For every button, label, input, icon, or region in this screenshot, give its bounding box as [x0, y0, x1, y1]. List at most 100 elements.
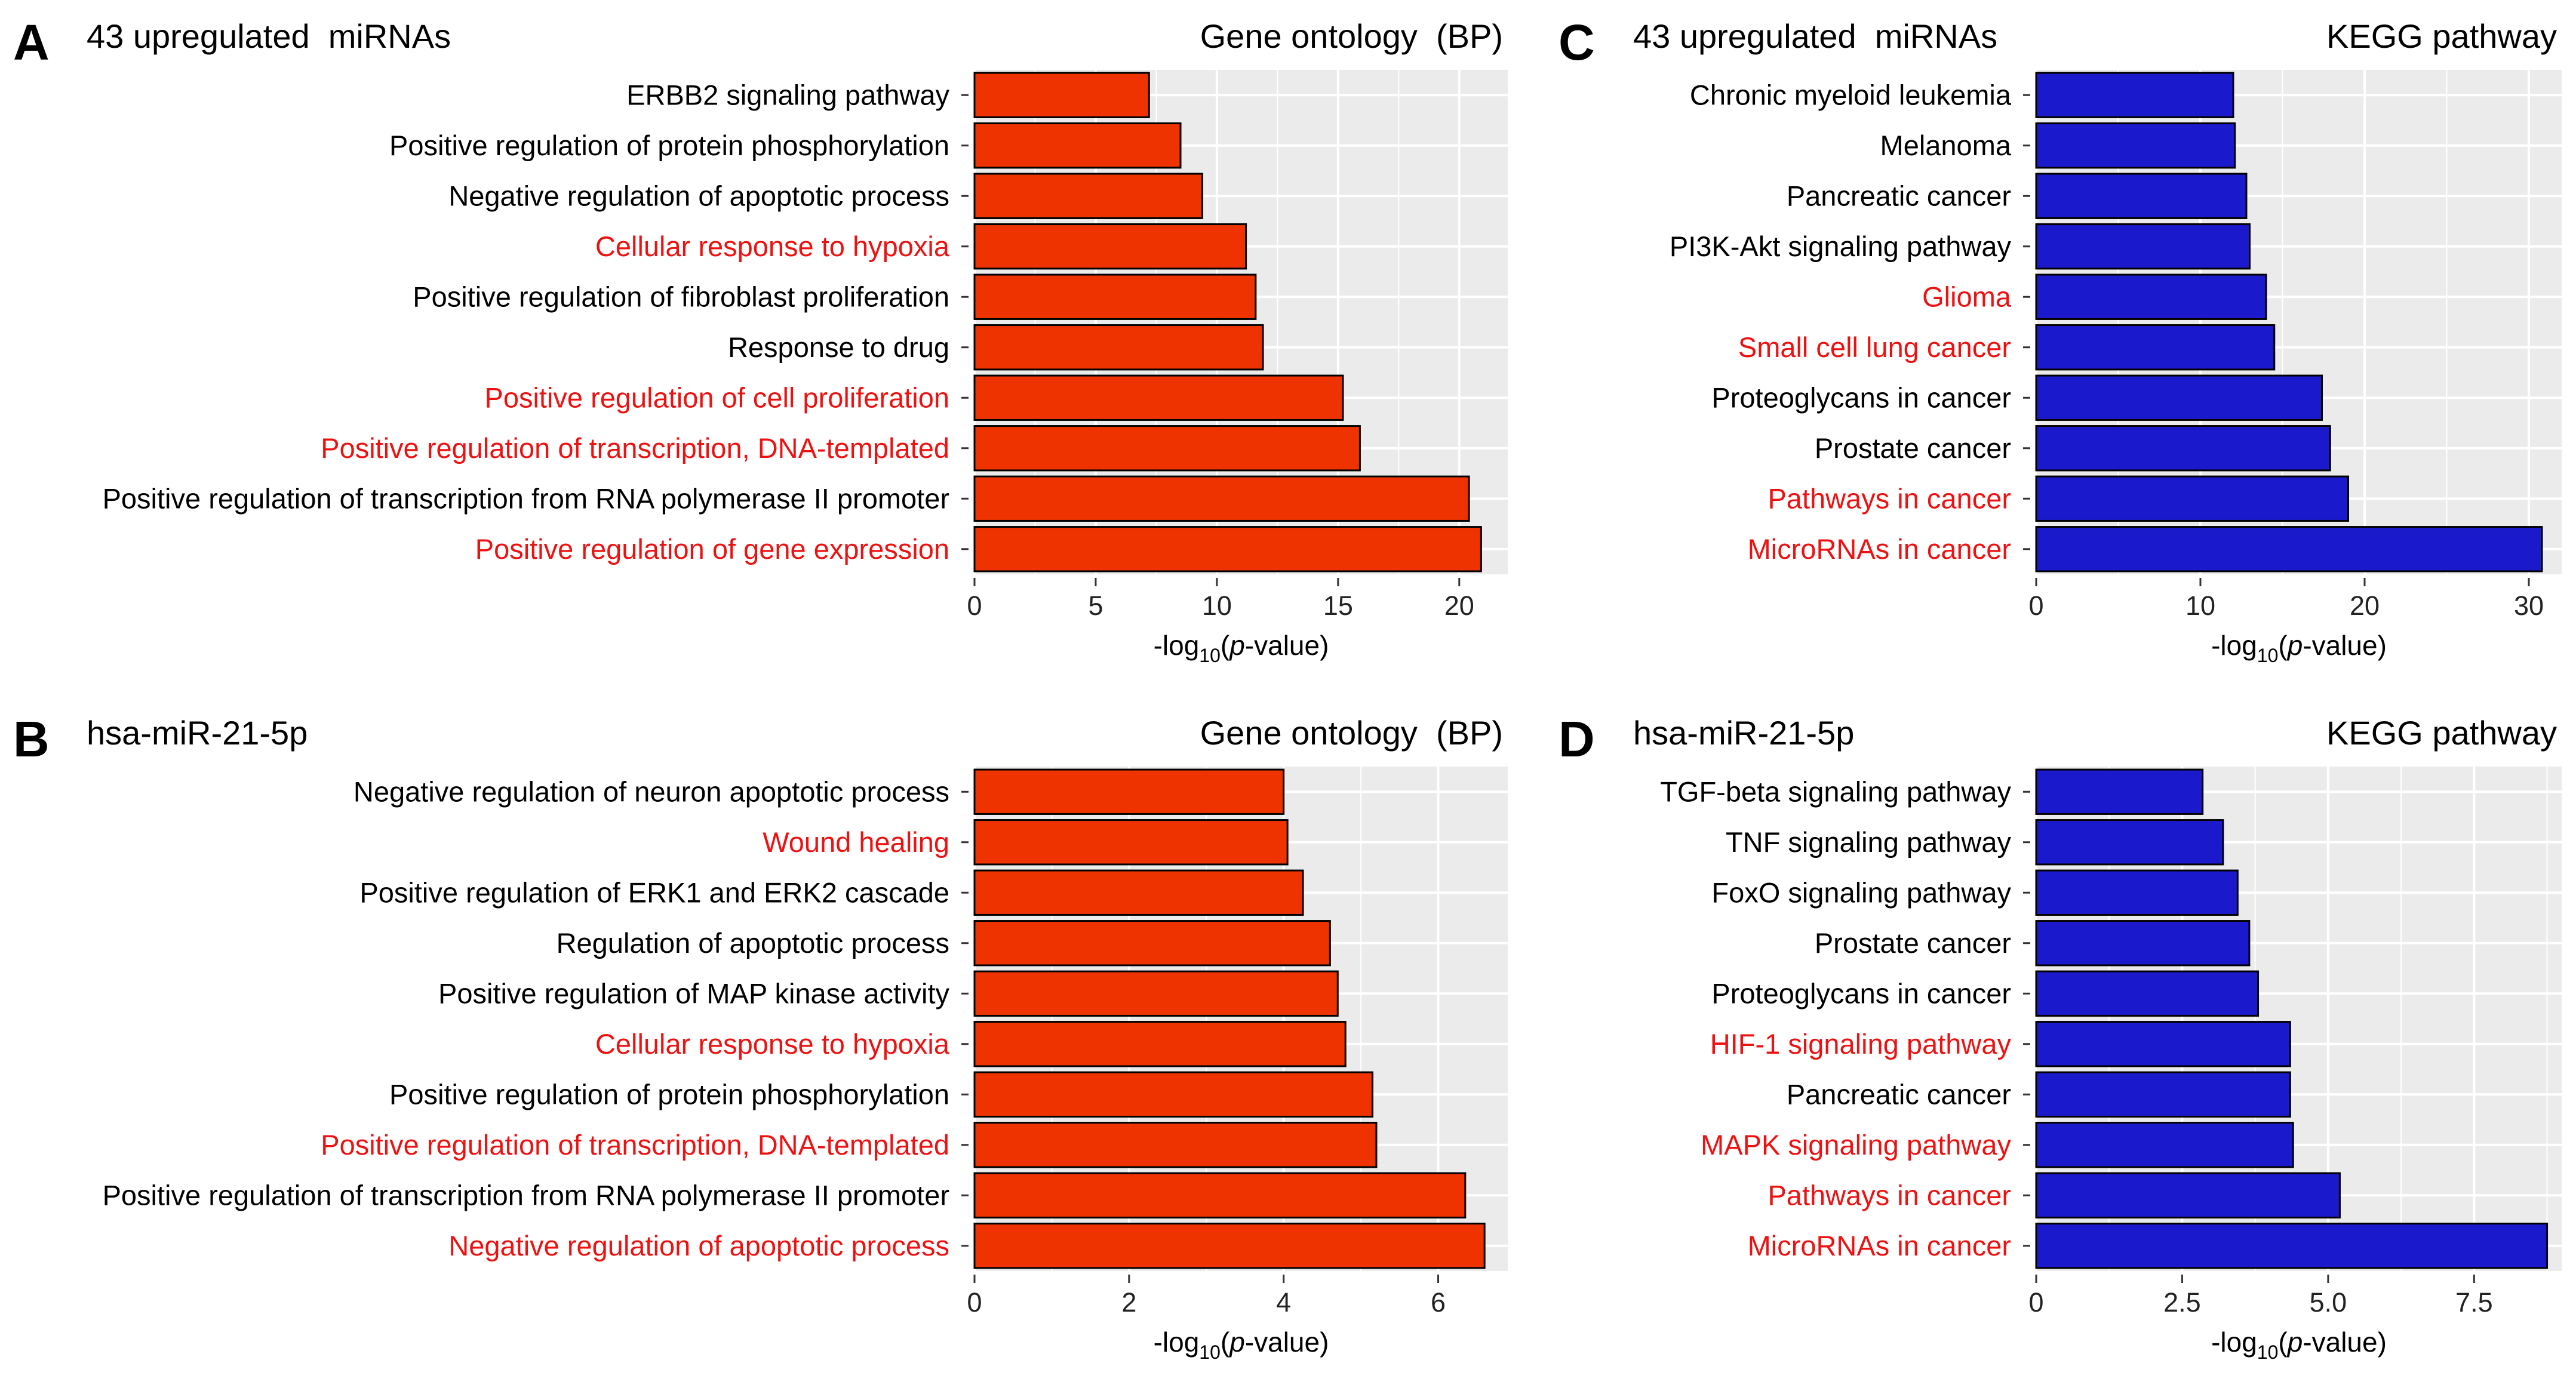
- x-axis-label-italic: p: [1228, 1327, 1245, 1358]
- bar: [973, 1021, 1347, 1067]
- bar: [2035, 869, 2239, 916]
- category-label: Wound healing: [763, 826, 949, 858]
- bar: [2035, 374, 2323, 421]
- bar: [973, 173, 1204, 219]
- panel-title: KEGG pathway: [2326, 17, 2557, 55]
- category-label: Positive regulation of protein phosphory…: [389, 1078, 949, 1110]
- category-label: Pancreatic cancer: [1787, 180, 2011, 211]
- category-label: Positive regulation of ERK1 and ERK2 cas…: [359, 876, 949, 908]
- x-tick-label: 7.5: [2455, 1287, 2493, 1318]
- category-label: Positive regulation of transcription, DN…: [321, 1129, 949, 1161]
- x-axis-label-open: (: [2278, 630, 2288, 661]
- category-label: Positive regulation of fibroblast prolif…: [413, 281, 949, 312]
- category-label: Response to drug: [728, 331, 949, 363]
- bar: [2035, 425, 2331, 472]
- category-label: Regulation of apoptotic process: [557, 927, 949, 959]
- bar: [973, 223, 1247, 270]
- x-tick-label: 10: [1202, 590, 1232, 621]
- category-label: TGF-beta signaling pathway: [1660, 776, 2011, 807]
- category-label: ERBB2 signaling pathway: [626, 79, 949, 110]
- bar: [973, 122, 1182, 169]
- x-axis-label-post: -value): [1245, 1327, 1329, 1358]
- bar: [973, 273, 1257, 320]
- x-axis-label-open: (: [2278, 1327, 2288, 1358]
- bar: [973, 1071, 1374, 1118]
- x-axis-label-open: (: [1221, 630, 1230, 661]
- x-tick-label: 20: [1444, 590, 1474, 621]
- bar: [2035, 1172, 2341, 1218]
- bar: [973, 1223, 1486, 1269]
- bar: [2035, 1021, 2291, 1067]
- panel-subtitle: 43 upregulated miRNAs: [87, 17, 451, 55]
- x-tick-label: 4: [1276, 1287, 1291, 1318]
- panel-subtitle: hsa-miR-21-5p: [1633, 714, 1854, 752]
- bar: [973, 526, 1482, 573]
- category-label: Positive regulation of protein phosphory…: [389, 130, 949, 161]
- bar: [973, 324, 1264, 371]
- category-label: Cellular response to hypoxia: [595, 1028, 950, 1060]
- bar: [2035, 72, 2234, 118]
- x-axis-label-italic: p: [2286, 1327, 2303, 1358]
- bar: [973, 819, 1289, 866]
- bar: [973, 72, 1150, 118]
- x-axis-label-pre: -log: [2211, 1327, 2257, 1358]
- category-label: Positive regulation of transcription, DN…: [321, 432, 949, 464]
- panel-c: C 43 upregulated miRNAs KEGG pathway Chroni…: [1558, 14, 2562, 666]
- bar: [2035, 324, 2276, 371]
- panel-subtitle: 43 upregulated miRNAs: [1633, 17, 1997, 55]
- x-tick-label: 0: [967, 1287, 982, 1318]
- panel-subtitle: hsa-miR-21-5p: [87, 714, 308, 752]
- category-label: Proteoglycans in cancer: [1711, 977, 2011, 1009]
- bar: [2035, 223, 2251, 270]
- bar: [2035, 970, 2260, 1017]
- bar: [2035, 526, 2543, 573]
- x-axis-label-pre: -log: [1154, 630, 1200, 661]
- x-axis-label-italic: p: [2286, 630, 2303, 661]
- x-axis-label-sub: 10: [2257, 1341, 2279, 1363]
- category-label: MAPK signaling pathway: [1701, 1129, 2011, 1161]
- bar: [2035, 1223, 2549, 1269]
- x-axis-label: -log10(p-value): [2211, 630, 2387, 666]
- category-label: Negative regulation of apoptotic process: [448, 180, 949, 211]
- bar: [2035, 475, 2349, 522]
- category-label: Positive regulation of transcription fro…: [103, 482, 949, 514]
- category-label: Cellular response to hypoxia: [595, 230, 950, 262]
- category-label: Positive regulation of transcription fro…: [103, 1179, 949, 1211]
- x-tick-label: 5: [1088, 590, 1103, 621]
- bar: [2035, 920, 2251, 967]
- x-axis-label-post: -value): [2303, 1327, 2387, 1358]
- x-axis-label: -log10(p-value): [1154, 630, 1329, 666]
- category-label: Positive regulation of MAP kinase activi…: [438, 977, 949, 1009]
- category-label: Positive regulation of gene expression: [475, 533, 949, 565]
- category-label: MicroRNAs in cancer: [1748, 533, 2011, 565]
- category-label: Negative regulation of apoptotic process: [448, 1230, 949, 1261]
- panel-letter: A: [13, 14, 50, 70]
- category-label: Pathways in cancer: [1767, 1179, 2011, 1211]
- bar: [2035, 1122, 2294, 1168]
- bar: [2035, 273, 2267, 320]
- panel-letter: C: [1558, 14, 1595, 70]
- x-tick-label: 30: [2514, 590, 2544, 621]
- panel-letter: D: [1558, 711, 1595, 767]
- x-tick-label: 0: [967, 590, 982, 621]
- x-tick-label: 20: [2350, 590, 2380, 621]
- panel-a: A 43 upregulated miRNAs Gene ontology (BP)…: [13, 14, 1508, 666]
- category-label: Pathways in cancer: [1767, 482, 2011, 514]
- x-axis-label: -log10(p-value): [1154, 1327, 1329, 1363]
- bar: [973, 920, 1331, 967]
- category-label: FoxO signaling pathway: [1711, 876, 2011, 908]
- bar: [2035, 768, 2204, 815]
- category-label: Positive regulation of cell proliferatio…: [484, 381, 949, 413]
- bar: [973, 1122, 1378, 1168]
- panel-letter: B: [13, 711, 50, 767]
- x-axis-label-pre: -log: [2211, 630, 2257, 661]
- x-axis-label: -log10(p-value): [2211, 1327, 2387, 1363]
- x-axis-label-sub: 10: [2257, 645, 2279, 666]
- category-label: Chronic myeloid leukemia: [1690, 79, 2012, 110]
- category-label: TNF signaling pathway: [1726, 826, 2012, 858]
- x-tick-label: 2.5: [2163, 1287, 2201, 1318]
- x-tick-label: 5.0: [2310, 1287, 2347, 1318]
